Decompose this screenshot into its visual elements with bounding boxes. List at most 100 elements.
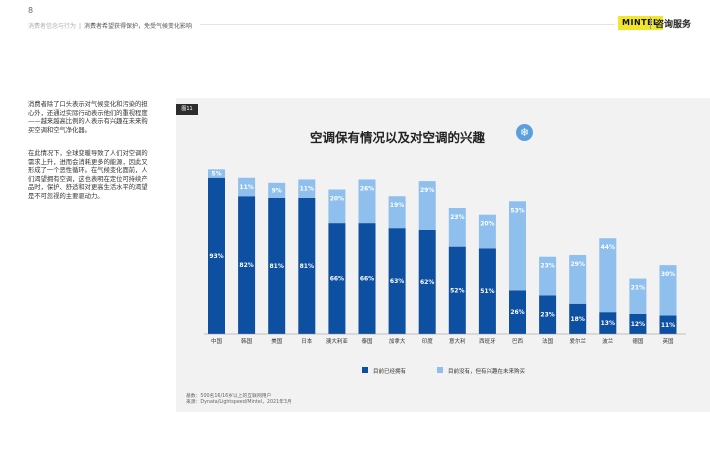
bar-own: [238, 196, 256, 334]
data-label-interest: 53%: [510, 207, 524, 214]
bar-interest: [659, 265, 677, 316]
bar-own: [418, 229, 436, 334]
data-label-own: 52%: [450, 287, 464, 294]
data-label-interest: 20%: [480, 221, 494, 228]
breadcrumb: 消费者信念与行为 | 消费者希望获得保护，免受气候变化影响: [28, 23, 193, 30]
bar-interest: [268, 182, 286, 198]
base-note: 基数：500名16/16岁以上的互联网用户: [186, 394, 272, 399]
bar-own: [298, 197, 316, 334]
x-tick-label: 意大利: [449, 337, 466, 345]
data-label-own: 11%: [661, 322, 675, 329]
data-label-interest: 44%: [601, 244, 615, 251]
figure-tag: 图11: [176, 104, 198, 115]
data-label-interest: 23%: [540, 263, 554, 270]
brand-text: 咨询服务: [655, 20, 692, 30]
x-tick-labels: 中国 韩国 美国 日本 澳大利亚 泰国 加拿大 印度 意大利 西班牙 巴西 法国 爱尔兰 波兰 德国 英国: [211, 337, 674, 345]
data-label-own: 26%: [510, 309, 524, 316]
x-tick-label: 美国: [271, 337, 283, 345]
data-label-interest: 29%: [571, 261, 585, 268]
data-label-own: 63%: [390, 278, 404, 285]
data-label-interest: 11%: [239, 184, 253, 191]
header-divider: [200, 24, 615, 25]
bar-interest: [328, 189, 346, 224]
bar-interest: [569, 255, 587, 304]
bar-own: [328, 223, 346, 334]
x-tick-label: 印度: [422, 337, 434, 345]
x-tick-label: 加拿大: [389, 337, 406, 345]
bar-interest: [509, 201, 526, 291]
x-tick-label: 西班牙: [479, 337, 496, 345]
x-tick-label: 巴西: [512, 338, 524, 345]
bar-own: [539, 295, 557, 334]
data-label-interest: 30%: [661, 271, 675, 278]
bar-interest: [478, 214, 496, 249]
bar-interest: [238, 177, 256, 197]
x-tick-label: 波兰: [602, 337, 614, 345]
x-tick-label: 日本: [301, 337, 313, 345]
bar-own: [599, 312, 617, 334]
data-label-own: 18%: [571, 316, 585, 323]
bar-own: [388, 228, 406, 334]
data-label-own: 62%: [420, 279, 434, 286]
legend-label-interest: 目前没有，但有兴趣在未来购买: [448, 369, 526, 375]
bar-own: [268, 197, 286, 334]
bar-own: [509, 290, 526, 334]
bar-interest: [358, 179, 376, 224]
data-label-own: 23%: [540, 312, 554, 319]
x-tick-label: 法国: [542, 337, 554, 345]
logo-divider: [650, 17, 651, 29]
chart-svg: 93% 5% 82% 11% 81% 9% 81% 11% 66% 20% 66% 26% 63% 19%…: [204, 169, 686, 345]
snowflake-icon: ❄: [516, 124, 533, 141]
bar-interest: [629, 278, 647, 314]
data-label-interest: 9%: [272, 187, 282, 194]
body-paragraph-2: 在此情况下，全球变暖导致了人们对空调的需求上升，进而会消耗更多的能源，因此又形成…: [28, 150, 148, 200]
figure-panel: [176, 98, 710, 412]
data-label-interest: 11%: [300, 185, 314, 192]
bar-own: [659, 315, 677, 334]
data-label-own: 82%: [239, 262, 253, 269]
data-label-own: 51%: [480, 288, 494, 295]
data-label-interest: 20%: [330, 196, 344, 203]
bar-own: [629, 313, 647, 334]
x-tick-label: 泰国: [361, 337, 373, 345]
data-label-own: 93%: [209, 253, 223, 260]
data-label-interest: 19%: [390, 202, 404, 209]
data-label-interest: 29%: [420, 187, 434, 194]
chart-title: 空调保有情况以及对空调的兴趣: [310, 130, 486, 145]
bar-own: [478, 248, 496, 334]
bar-interest: [388, 196, 406, 229]
x-tick-label: 韩国: [241, 337, 253, 345]
legend-swatch-own: [362, 367, 368, 373]
bar-interest: [208, 169, 225, 178]
breadcrumb-current: 消费者希望获得保护，免受气候变化影响: [84, 23, 193, 30]
page-number: 8: [28, 6, 34, 15]
bar-interest: [298, 179, 316, 198]
body-paragraph-1: 消费者除了口头表示对气候变化和污染的担心外，还通过实际行动表示他们的重视程度——…: [28, 101, 148, 134]
x-tick-label: 爱尔兰: [569, 337, 586, 345]
bar-own: [569, 303, 587, 334]
legend-label-own: 目前已经拥有: [373, 369, 407, 375]
bar-own: [448, 246, 466, 334]
legend-swatch-interest: [437, 367, 443, 373]
data-label-interest: 21%: [631, 285, 645, 292]
x-tick-label: 英国: [662, 337, 674, 345]
x-tick-label: 澳大利亚: [326, 337, 349, 345]
bar-interest: [539, 256, 557, 296]
data-label-own: 66%: [330, 276, 344, 283]
data-label-own: 12%: [631, 321, 645, 328]
data-label-interest: 26%: [360, 185, 374, 192]
data-label-own: 13%: [601, 320, 615, 327]
x-tick-label: 中国: [211, 337, 223, 345]
x-tick-label: 德国: [632, 337, 644, 345]
data-label-own: 81%: [300, 263, 314, 270]
data-label-own: 81%: [270, 263, 284, 270]
source-note: 来源：Dynata/Lightspeed/Mintel，2021年3月: [186, 400, 292, 405]
bar-interest: [599, 238, 617, 313]
bar-interest: [448, 208, 466, 247]
bars-group: 93% 5% 82% 11% 81% 9% 81% 11% 66% 20% 66% 26% 63% 19%…: [208, 169, 677, 334]
breadcrumb-section[interactable]: 消费者信念与行为: [28, 23, 77, 30]
bar-own: [358, 223, 376, 334]
data-label-interest: 23%: [450, 214, 464, 221]
mintel-logo: MINTEL: [618, 16, 663, 30]
data-label-own: 66%: [360, 276, 374, 283]
